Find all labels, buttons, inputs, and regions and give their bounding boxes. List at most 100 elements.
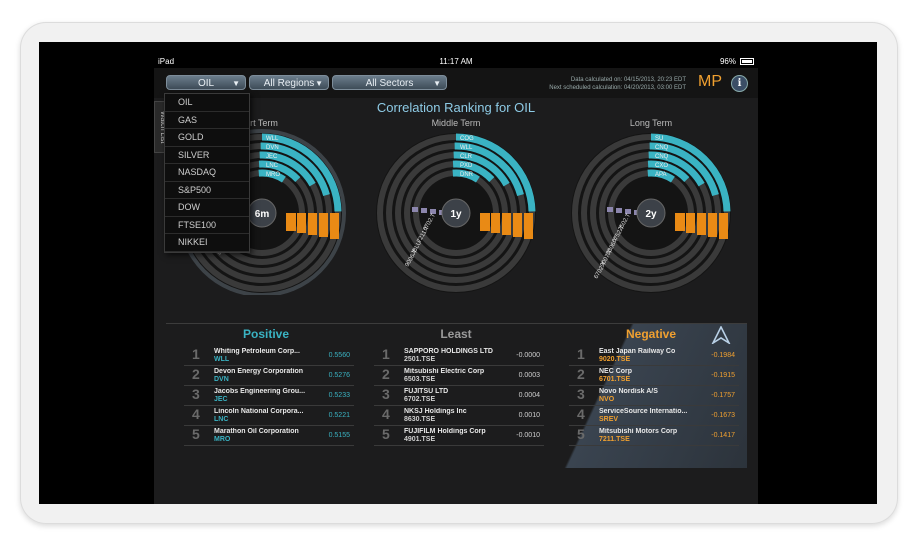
correlation-value: 0.0004 bbox=[519, 392, 540, 399]
positive-ticker-label: CLR bbox=[460, 154, 473, 160]
rank: 5 bbox=[192, 426, 200, 442]
table-row[interactable]: 1 East Japan Railway Co 9020.TSE -0.1984 bbox=[569, 346, 739, 366]
ticker: 7211.TSE bbox=[599, 436, 630, 443]
company-name: Mitsubishi Motors Corp bbox=[599, 428, 699, 435]
table-row[interactable]: 5 Marathon Oil Corporation MRO 0.5155 bbox=[184, 426, 354, 446]
term-center-label: 6m bbox=[255, 209, 270, 220]
least-bar[interactable] bbox=[412, 207, 418, 212]
negative-bar[interactable] bbox=[491, 213, 500, 233]
least-bar[interactable] bbox=[607, 207, 613, 212]
term-center-label: 1y bbox=[450, 209, 462, 220]
menu-item-oil[interactable]: OIL bbox=[165, 94, 249, 112]
info-icon[interactable]: i bbox=[731, 75, 748, 92]
chevron-down-icon: ▼ bbox=[433, 76, 441, 91]
table-row[interactable]: 3 Novo Nordisk A/S NVO -0.1757 bbox=[569, 386, 739, 406]
ticker: SREV bbox=[599, 416, 618, 423]
negative-bar[interactable] bbox=[524, 213, 533, 239]
negative-bar[interactable] bbox=[330, 213, 339, 239]
correlation-value: -0.1984 bbox=[711, 352, 735, 359]
ticker: WLL bbox=[214, 356, 229, 363]
negative-bar[interactable] bbox=[719, 213, 728, 239]
negative-bar[interactable] bbox=[286, 213, 296, 231]
positive-ticker-label: CNQ bbox=[655, 145, 669, 151]
table-row[interactable]: 4 NKSJ Holdings Inc 8630.TSE 0.0010 bbox=[374, 406, 544, 426]
table-row[interactable]: 4 ServiceSource Internatio... SREV -0.1673 bbox=[569, 406, 739, 426]
company-name: Novo Nordisk A/S bbox=[599, 388, 699, 395]
table-row[interactable]: 2 NEC Corp 6701.TSE -0.1915 bbox=[569, 366, 739, 386]
ticker: 2501.TSE bbox=[404, 356, 435, 363]
menu-item-nikkei[interactable]: NIKKEI bbox=[165, 234, 249, 252]
table-row[interactable]: 5 FUJIFILM Holdings Corp 4901.TSE -0.0010 bbox=[374, 426, 544, 446]
least-bar[interactable] bbox=[421, 208, 427, 213]
table-row[interactable]: 2 Mitsubishi Electric Corp 6503.TSE 0.0003 bbox=[374, 366, 544, 386]
rank: 3 bbox=[192, 386, 200, 402]
rank: 4 bbox=[577, 406, 585, 422]
menu-item-sp500[interactable]: S&P500 bbox=[165, 182, 249, 200]
correlation-value: -0.0000 bbox=[516, 352, 540, 359]
chevron-down-icon: ▼ bbox=[315, 76, 323, 91]
menu-item-dow[interactable]: DOW bbox=[165, 199, 249, 217]
positive-ticker-label: DVN bbox=[266, 145, 279, 151]
commodity-dropdown[interactable]: OIL ▼ bbox=[166, 75, 246, 90]
positive-ticker-label: LNC bbox=[266, 163, 279, 169]
negative-bar[interactable] bbox=[697, 213, 706, 235]
correlation-value: -0.0010 bbox=[516, 432, 540, 439]
least-title: Least bbox=[366, 324, 546, 342]
negative-bar[interactable] bbox=[708, 213, 717, 237]
negative-bar[interactable] bbox=[513, 213, 522, 237]
navigation-arrow-icon[interactable] bbox=[711, 326, 731, 344]
negative-bar[interactable] bbox=[297, 213, 306, 233]
calc-date: Data calculated on: 04/15/2013, 20:23 ED… bbox=[549, 76, 686, 84]
battery-icon bbox=[740, 58, 754, 65]
positive-title: Positive bbox=[176, 324, 356, 342]
rank: 3 bbox=[577, 386, 585, 402]
company-name: Marathon Oil Corporation bbox=[214, 428, 314, 435]
table-row[interactable]: 3 FUJITSU LTD 6702.TSE 0.0004 bbox=[374, 386, 544, 406]
company-name: FUJITSU LTD bbox=[404, 388, 504, 395]
table-row[interactable]: 3 Jacobs Engineering Grou... JEC 0.5233 bbox=[184, 386, 354, 406]
company-name: Devon Energy Corporation bbox=[214, 368, 314, 375]
ticker: JEC bbox=[214, 396, 228, 403]
table-row[interactable]: 4 Lincoln National Corpora... LNC 0.5221 bbox=[184, 406, 354, 426]
mp-logo: MP bbox=[698, 73, 722, 91]
table-row[interactable]: 1 SAPPORO HOLDINGS LTD 2501.TSE -0.0000 bbox=[374, 346, 544, 366]
correlation-value: -0.1757 bbox=[711, 392, 735, 399]
table-row[interactable]: 1 Whiting Petroleum Corp... WLL 0.5560 bbox=[184, 346, 354, 366]
negative-bar[interactable] bbox=[502, 213, 511, 235]
negative-column: Negative 1 East Japan Railway Co 9020.TSE -… bbox=[561, 324, 741, 468]
negative-bar[interactable] bbox=[675, 213, 685, 231]
rank: 2 bbox=[192, 366, 200, 382]
positive-ticker-label: PXD bbox=[460, 163, 473, 169]
ticker: 6701.TSE bbox=[599, 376, 630, 383]
correlation-value: 0.0003 bbox=[519, 372, 540, 379]
negative-bar[interactable] bbox=[308, 213, 317, 235]
ticker: LNC bbox=[214, 416, 228, 423]
sectors-dropdown[interactable]: All Sectors ▼ bbox=[332, 75, 447, 90]
table-row[interactable]: 5 Mitsubishi Motors Corp 7211.TSE -0.1417 bbox=[569, 426, 739, 446]
positive-ticker-label: CNQ bbox=[655, 154, 669, 160]
menu-item-ftse100[interactable]: FTSE100 bbox=[165, 217, 249, 235]
calculation-info: Data calculated on: 04/15/2013, 20:23 ED… bbox=[549, 76, 686, 92]
rank: 1 bbox=[382, 346, 390, 362]
rank: 5 bbox=[577, 426, 585, 442]
menu-item-nasdaq[interactable]: NASDAQ bbox=[165, 164, 249, 182]
menu-item-silver[interactable]: SILVER bbox=[165, 147, 249, 165]
table-row[interactable]: 2 Devon Energy Corporation DVN 0.5276 bbox=[184, 366, 354, 386]
ticker: 9020.TSE bbox=[599, 356, 630, 363]
negative-bar[interactable] bbox=[480, 213, 490, 231]
negative-bar[interactable] bbox=[319, 213, 328, 237]
negative-bar[interactable] bbox=[686, 213, 695, 233]
long-term-radial-chart[interactable]: SUCNQCNQCXOAPA2502.T6752.T8306.T9007.T67… bbox=[559, 125, 743, 295]
status-bar: iPad 11:17 AM 96% bbox=[154, 55, 758, 68]
menu-item-gas[interactable]: GAS bbox=[165, 112, 249, 130]
positive-ticker-label: SU bbox=[655, 136, 663, 142]
ticker: 8630.TSE bbox=[404, 416, 435, 423]
company-name: Jacobs Engineering Grou... bbox=[214, 388, 314, 395]
menu-item-gold[interactable]: GOLD bbox=[165, 129, 249, 147]
commodity-menu: OIL GAS GOLD SILVER NASDAQ S&P500 DOW FT… bbox=[164, 93, 250, 253]
regions-dropdown[interactable]: All Regions ▼ bbox=[249, 75, 329, 90]
rank: 5 bbox=[382, 426, 390, 442]
rank: 2 bbox=[577, 366, 585, 382]
least-bar[interactable] bbox=[616, 208, 622, 213]
